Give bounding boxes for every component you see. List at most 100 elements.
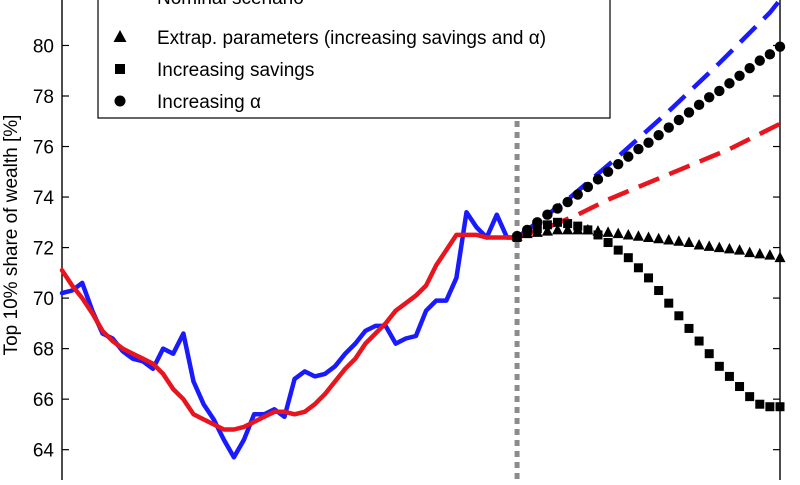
data-point-circle (724, 78, 735, 89)
legend-label: Nominal scenario (157, 0, 304, 9)
data-point-square (654, 286, 664, 296)
data-point-square (603, 238, 613, 248)
data-point-circle (623, 151, 634, 162)
data-point-square (724, 371, 734, 381)
data-point-triangle (693, 239, 705, 250)
data-point-circle (663, 122, 674, 133)
series-2 (515, 0, 782, 240)
data-point-triangle (723, 242, 735, 254)
data-point-square (563, 219, 573, 229)
data-point-square (623, 253, 633, 263)
data-point-triangle (622, 228, 634, 240)
data-point-circle (532, 217, 543, 228)
legend-label: Increasing α (157, 92, 261, 113)
data-point-circle (643, 137, 654, 148)
y-tick-label: 74 (33, 188, 55, 209)
data-point-circle (582, 181, 594, 193)
data-point-triangle (541, 225, 553, 236)
series-line (59, 209, 520, 460)
y-tick-label: 66 (33, 390, 54, 411)
legend-entry: Extrap. parameters (increasing savings a… (113, 28, 546, 49)
series-5 (512, 217, 785, 412)
data-point-circle (633, 143, 644, 155)
series-4 (511, 223, 786, 263)
data-point-triangle (653, 232, 665, 244)
data-point-square (542, 220, 552, 230)
series-1 (59, 232, 520, 432)
data-point-square (583, 225, 593, 235)
data-point-square (664, 298, 674, 308)
data-point-triangle (754, 247, 766, 259)
legend-box (97, 0, 611, 119)
legend-entry: Nominal scenario (157, 0, 304, 9)
series-layer (59, 0, 786, 460)
data-point-triangle (713, 241, 725, 253)
y-tick-label: 68 (33, 340, 54, 361)
series-dashed-line (516, 121, 782, 240)
data-point-square (532, 224, 542, 234)
data-point-square (704, 349, 714, 359)
data-point-circle (693, 99, 705, 111)
data-point-triangle (734, 244, 746, 255)
data-point-triangle (683, 236, 695, 248)
y-axis-label: Top 10% share of wealth [%] (1, 115, 22, 356)
data-point-triangle (632, 230, 644, 241)
data-point-square (613, 245, 623, 255)
data-point-square (755, 399, 765, 409)
data-point-circle (673, 114, 685, 126)
data-point-square (775, 402, 785, 412)
legend-label: Increasing savings (157, 60, 314, 81)
series-3 (516, 121, 782, 240)
data-point-circle (511, 231, 523, 242)
y-tick-label: 78 (33, 87, 54, 108)
data-point-square (593, 230, 603, 240)
data-point-triangle (744, 246, 756, 258)
data-point-triangle (673, 235, 685, 246)
data-point-square (674, 311, 684, 321)
data-point-circle (653, 129, 664, 141)
data-point-circle (744, 63, 755, 74)
data-point-triangle (774, 251, 786, 263)
data-point-circle (542, 209, 553, 220)
y-tick-label: 70 (33, 289, 54, 310)
data-point-square (573, 221, 583, 231)
data-point-square (694, 336, 704, 346)
data-point-circle (774, 41, 786, 52)
data-point-square (684, 323, 694, 333)
data-point-circle (572, 189, 583, 200)
data-point-circle (562, 196, 573, 208)
data-point-circle (612, 159, 624, 170)
legend-entry: Increasing savings (115, 60, 314, 81)
data-point-circle (602, 166, 614, 177)
data-point-square (765, 402, 775, 412)
data-point-triangle (764, 249, 776, 260)
legend-swatch-square (115, 64, 125, 74)
legend-entry: Increasing α (114, 92, 261, 113)
data-point-circle (734, 70, 745, 81)
data-point-triangle (562, 223, 574, 235)
data-point-circle (754, 55, 765, 66)
data-point-triangle (663, 234, 675, 245)
data-point-square (735, 382, 745, 392)
data-point-square (714, 361, 724, 371)
series-6 (511, 41, 786, 242)
data-point-square (745, 392, 755, 402)
y-tick-label: 80 (33, 36, 54, 57)
y-tick-label: 76 (33, 138, 54, 159)
data-point-circle (764, 49, 776, 60)
data-point-square (553, 217, 563, 227)
y-tick-label: 72 (33, 239, 54, 260)
data-point-circle (704, 92, 715, 103)
data-point-circle (683, 107, 695, 118)
series-0 (59, 209, 520, 460)
data-point-triangle (552, 223, 564, 235)
legend-label: Extrap. parameters (increasing savings a… (157, 28, 546, 49)
axes: 64 66 68 70 72 74 76 78 80 Top 10% share of wealt… (1, 0, 781, 483)
series-line (59, 232, 520, 432)
data-point-triangle (602, 226, 614, 237)
data-point-circle (521, 224, 533, 236)
data-point-circle (714, 85, 725, 97)
series-dashed-line (515, 0, 782, 240)
data-point-circle (552, 203, 563, 214)
